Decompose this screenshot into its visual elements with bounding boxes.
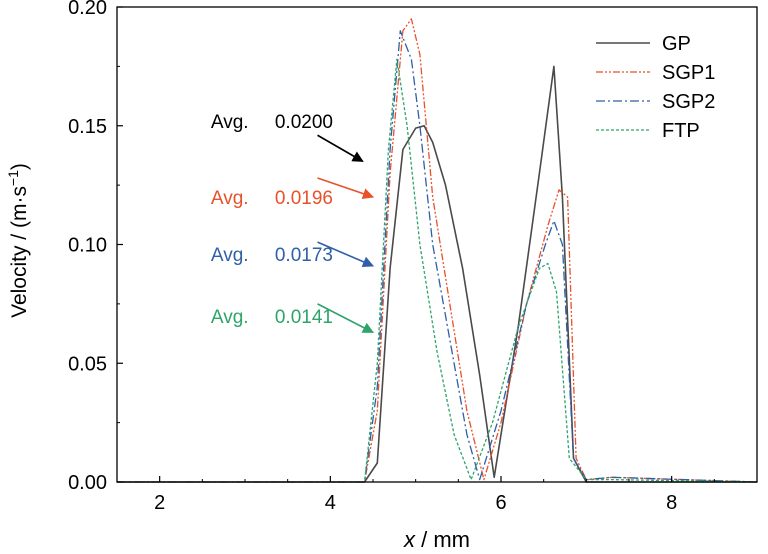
series-line-gp xyxy=(117,65,757,483)
y-axis-label: Velocity / (m·s−1) xyxy=(5,163,31,318)
annotation-label: Avg. xyxy=(211,307,249,328)
x-axis-variable: x xyxy=(403,527,416,552)
y-axis-label-main: Velocity / (m·s xyxy=(8,186,31,318)
y-tick-label: 0.20 xyxy=(68,0,107,19)
y-axis-label-superscript: −1 xyxy=(5,170,21,186)
y-axis-ticks: 0.00 0.05 0.10 0.15 0.20 xyxy=(68,0,123,494)
annotation-label: Avg. xyxy=(211,112,249,133)
legend-label-sgp1: SGP1 xyxy=(662,62,715,84)
series-line-ftp xyxy=(117,58,758,483)
legend: GP SGP1 SGP2 FTP xyxy=(596,33,715,142)
x-tick-label: 6 xyxy=(495,492,506,514)
annotation-value: 0.0173 xyxy=(275,245,333,266)
annotation-arrow xyxy=(317,241,375,268)
x-tick-label: 8 xyxy=(666,492,677,514)
x-axis-label: x / mm xyxy=(403,527,470,552)
average-annotations: Avg. 0.0200 Avg. 0.0196 Avg. 0.0173 Avg. 0.0141 xyxy=(211,112,375,334)
annotation-value: 0.0196 xyxy=(275,188,333,209)
annotation-value: 0.0200 xyxy=(275,112,333,133)
plot-content xyxy=(117,18,758,483)
annotation-label: Avg. xyxy=(211,245,249,266)
x-tick-label: 4 xyxy=(325,492,336,514)
y-tick-label: 0.00 xyxy=(68,472,107,494)
x-axis-unit: / mm xyxy=(415,527,470,552)
annotation-label: Avg. xyxy=(211,188,249,209)
annotation-arrow xyxy=(317,134,364,163)
x-axis-ticks: 2 4 6 8 xyxy=(116,476,758,514)
legend-label-ftp: FTP xyxy=(662,120,700,142)
annotation-arrow xyxy=(317,303,374,334)
y-tick-label: 0.05 xyxy=(68,353,107,375)
y-tick-label: 0.15 xyxy=(68,116,107,138)
annotation-value: 0.0141 xyxy=(275,307,333,328)
series-line-sgp2 xyxy=(117,30,758,483)
legend-label-sgp2: SGP2 xyxy=(662,91,715,113)
series-line-sgp1 xyxy=(117,18,758,483)
annotation-arrow xyxy=(317,177,375,200)
y-axis-label-close: ) xyxy=(8,163,31,170)
y-tick-label: 0.10 xyxy=(68,235,107,257)
legend-label-gp: GP xyxy=(662,33,691,55)
x-tick-label: 2 xyxy=(154,492,165,514)
